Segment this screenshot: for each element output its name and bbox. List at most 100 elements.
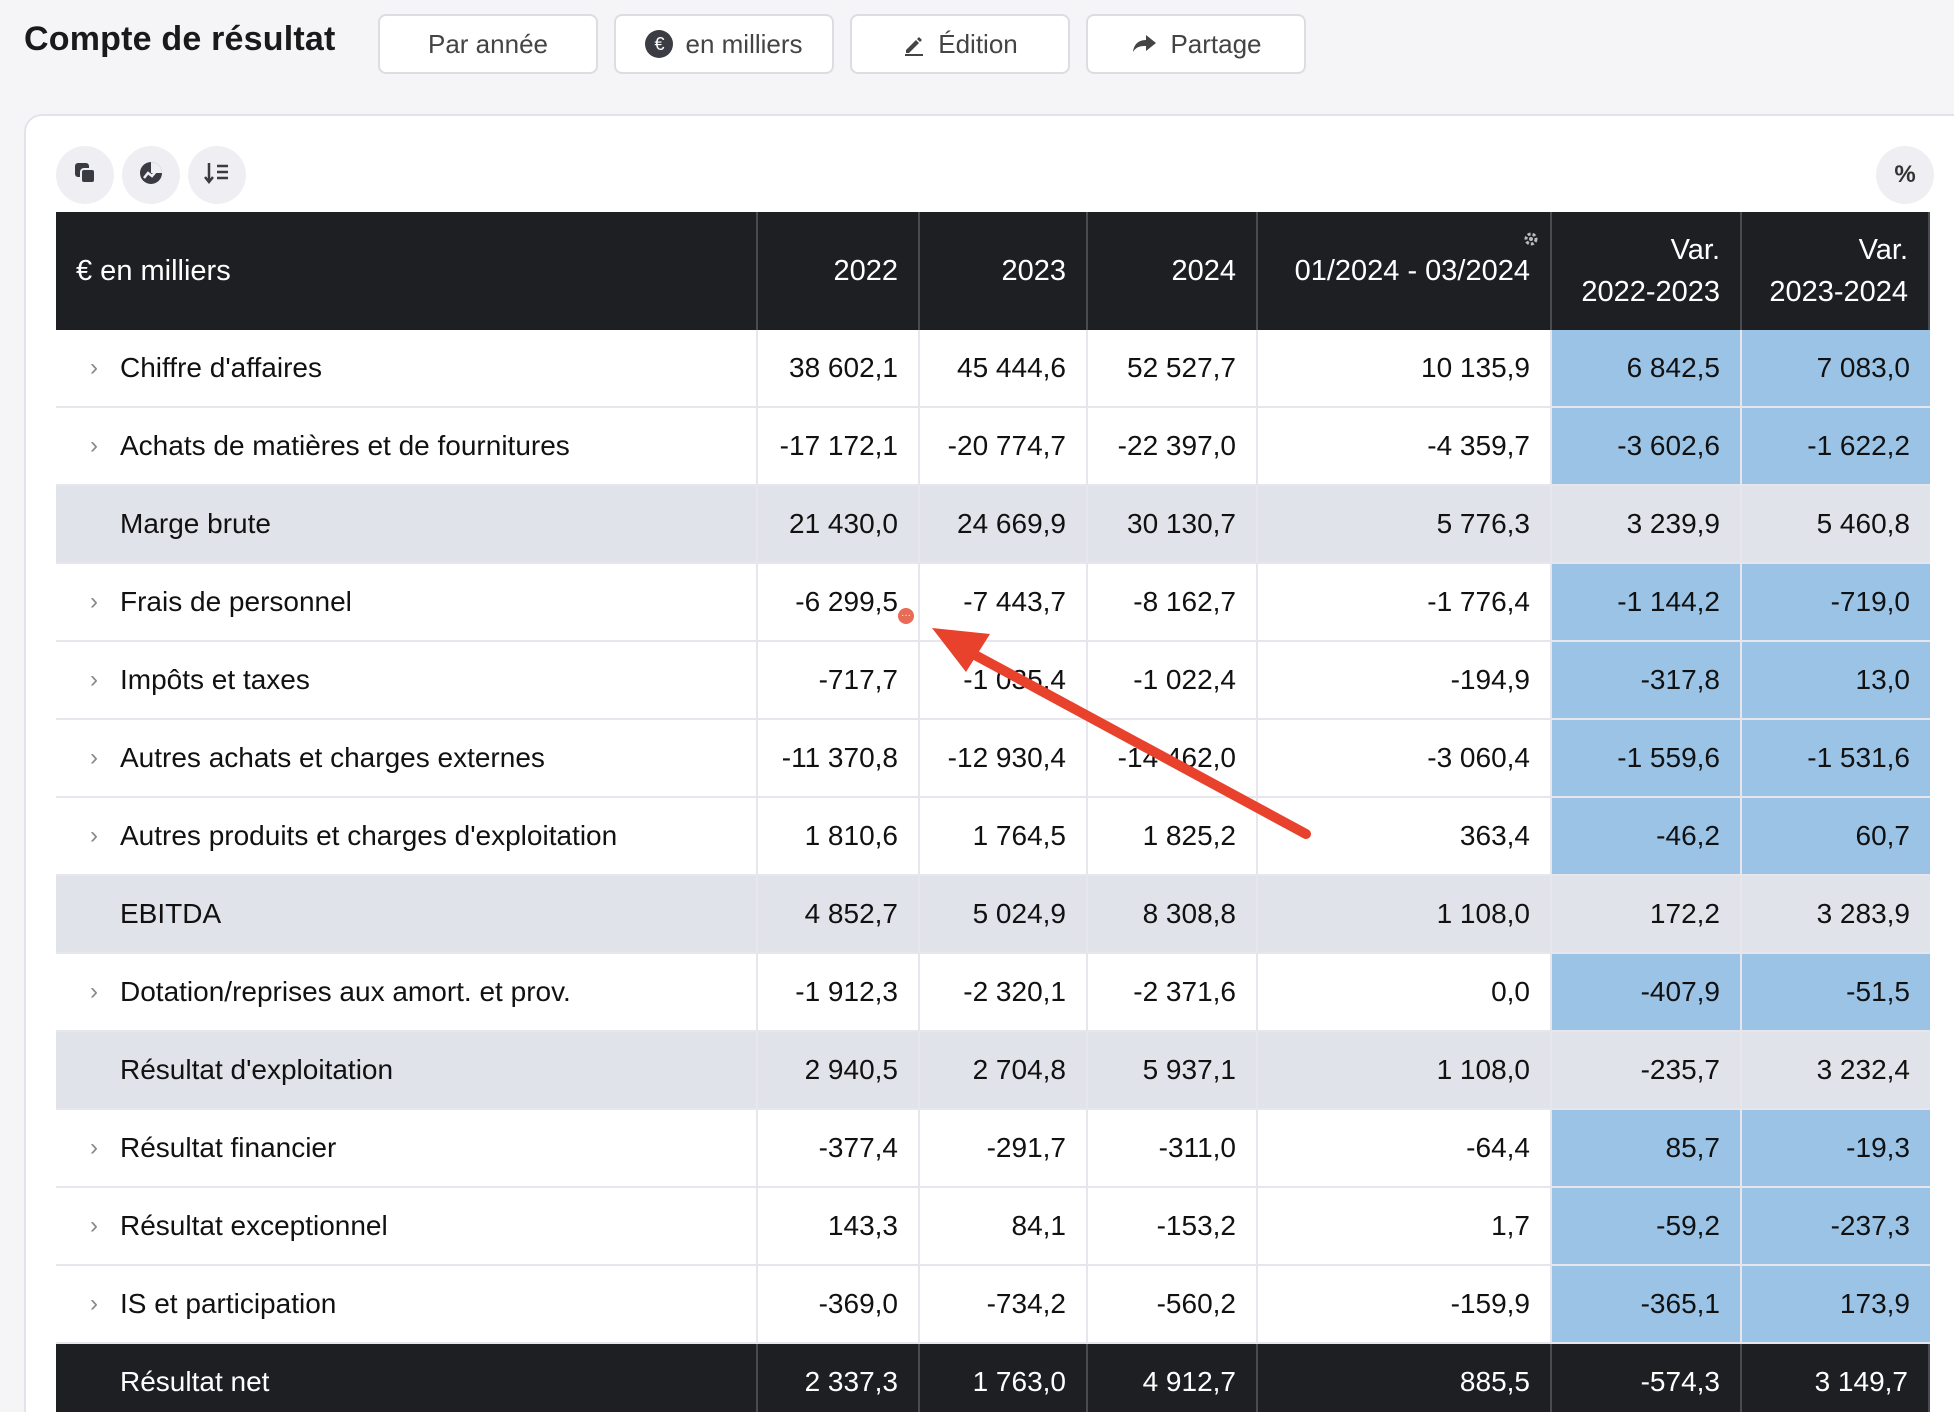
value-cell[interactable]: -1 776,4 bbox=[1258, 564, 1552, 640]
column-header-2024[interactable]: 2024 bbox=[1088, 212, 1258, 330]
value-cell[interactable]: -7 443,7 bbox=[920, 564, 1088, 640]
value-cell[interactable]: 1 764,5 bbox=[920, 798, 1088, 874]
chevron-right-icon[interactable]: › bbox=[90, 1212, 98, 1239]
value-cell[interactable]: 5 024,9 bbox=[920, 876, 1088, 952]
value-cell[interactable]: 4 912,7 bbox=[1088, 1344, 1258, 1412]
value-cell[interactable]: 885,5 bbox=[1258, 1344, 1552, 1412]
chevron-right-icon[interactable]: › bbox=[90, 588, 98, 615]
value-cell[interactable]: 30 130,7 bbox=[1088, 486, 1258, 562]
value-cell[interactable]: 1 108,0 bbox=[1258, 1032, 1552, 1108]
variance-cell[interactable]: -365,1 bbox=[1552, 1266, 1742, 1342]
value-cell[interactable]: 45 444,6 bbox=[920, 330, 1088, 406]
value-cell[interactable]: 10 135,9 bbox=[1258, 330, 1552, 406]
value-cell[interactable]: 2 337,3 bbox=[758, 1344, 920, 1412]
period-select-button[interactable]: Par année bbox=[378, 14, 598, 74]
value-cell[interactable]: 363,4 bbox=[1258, 798, 1552, 874]
value-cell[interactable]: 0,0 bbox=[1258, 954, 1552, 1030]
gear-icon[interactable] bbox=[1522, 218, 1540, 260]
value-cell[interactable]: -717,7 bbox=[758, 642, 920, 718]
value-cell[interactable]: -1 035,4 bbox=[920, 642, 1088, 718]
subtotal-row[interactable]: Marge brute 21 430,0 24 669,9 30 130,7 5 776… bbox=[56, 486, 1930, 564]
value-cell[interactable]: -8 162,7 bbox=[1088, 564, 1258, 640]
value-cell[interactable]: 1 763,0 bbox=[920, 1344, 1088, 1412]
value-cell[interactable]: 2 704,8 bbox=[920, 1032, 1088, 1108]
variance-cell[interactable]: -51,5 bbox=[1742, 954, 1930, 1030]
subtotal-row[interactable]: EBITDA 4 852,7 5 024,9 8 308,8 1 108,0 172,2 3… bbox=[56, 876, 1930, 954]
value-cell[interactable]: 1 810,6 bbox=[758, 798, 920, 874]
chevron-right-icon[interactable]: › bbox=[90, 822, 98, 849]
variance-cell[interactable]: -19,3 bbox=[1742, 1110, 1930, 1186]
chevron-right-icon[interactable]: › bbox=[90, 666, 98, 693]
variance-cell[interactable]: -3 602,6 bbox=[1552, 408, 1742, 484]
variance-cell[interactable]: 6 842,5 bbox=[1552, 330, 1742, 406]
value-cell[interactable]: -734,2 bbox=[920, 1266, 1088, 1342]
variance-cell[interactable]: 173,9 bbox=[1742, 1266, 1930, 1342]
variance-cell[interactable]: 85,7 bbox=[1552, 1110, 1742, 1186]
value-cell[interactable]: -6 299,5 bbox=[758, 564, 920, 640]
edit-button[interactable]: Édition bbox=[850, 14, 1070, 74]
variance-cell[interactable]: 60,7 bbox=[1742, 798, 1930, 874]
value-cell[interactable]: -11 370,8 bbox=[758, 720, 920, 796]
value-cell[interactable]: -64,4 bbox=[1258, 1110, 1552, 1186]
variance-cell[interactable]: -1 144,2 bbox=[1552, 564, 1742, 640]
value-cell[interactable]: -17 172,1 bbox=[758, 408, 920, 484]
net-result-row[interactable]: Résultat net 2 337,3 1 763,0 4 912,7 885,5 -5… bbox=[56, 1344, 1930, 1412]
variance-cell[interactable]: -59,2 bbox=[1552, 1188, 1742, 1264]
column-header-ytd[interactable]: 01/2024 - 03/2024 bbox=[1258, 212, 1552, 330]
table-row[interactable]: › Chiffre d'affaires 38 602,1 45 444,6 52 52… bbox=[56, 330, 1930, 408]
value-cell[interactable]: 143,3 bbox=[758, 1188, 920, 1264]
value-cell[interactable]: -3 060,4 bbox=[1258, 720, 1552, 796]
value-cell[interactable]: -2 371,6 bbox=[1088, 954, 1258, 1030]
chevron-right-icon[interactable]: › bbox=[90, 432, 98, 459]
value-cell[interactable]: -1 912,3 bbox=[758, 954, 920, 1030]
column-header-2023[interactable]: 2023 bbox=[920, 212, 1088, 330]
table-row[interactable]: › Dotation/reprises aux amort. et prov. -1… bbox=[56, 954, 1930, 1032]
value-cell[interactable]: -194,9 bbox=[1258, 642, 1552, 718]
variance-cell[interactable]: 3 283,9 bbox=[1742, 876, 1930, 952]
value-cell[interactable]: 1,7 bbox=[1258, 1188, 1552, 1264]
value-cell[interactable]: 1 825,2 bbox=[1088, 798, 1258, 874]
table-row[interactable]: › Achats de matières et de fournitures -17… bbox=[56, 408, 1930, 486]
copy-button[interactable] bbox=[56, 146, 114, 204]
value-cell[interactable]: -20 774,7 bbox=[920, 408, 1088, 484]
variance-cell[interactable]: -407,9 bbox=[1552, 954, 1742, 1030]
variance-cell[interactable]: 172,2 bbox=[1552, 876, 1742, 952]
variance-cell[interactable]: 13,0 bbox=[1742, 642, 1930, 718]
unit-select-button[interactable]: € en milliers bbox=[614, 14, 834, 74]
value-cell[interactable]: 2 940,5 bbox=[758, 1032, 920, 1108]
variance-cell[interactable]: 7 083,0 bbox=[1742, 330, 1930, 406]
variance-cell[interactable]: -235,7 bbox=[1552, 1032, 1742, 1108]
value-cell[interactable]: -377,4 bbox=[758, 1110, 920, 1186]
value-cell[interactable]: -2 320,1 bbox=[920, 954, 1088, 1030]
column-header-2022[interactable]: 2022 bbox=[758, 212, 920, 330]
chevron-right-icon[interactable]: › bbox=[90, 978, 98, 1005]
variance-cell[interactable]: 3 149,7 bbox=[1742, 1344, 1930, 1412]
comment-indicator-icon[interactable]: ··· bbox=[898, 608, 914, 624]
variance-cell[interactable]: 5 460,8 bbox=[1742, 486, 1930, 562]
value-cell[interactable]: 84,1 bbox=[920, 1188, 1088, 1264]
variance-cell[interactable]: -46,2 bbox=[1552, 798, 1742, 874]
value-cell[interactable]: 4 852,7 bbox=[758, 876, 920, 952]
variance-cell[interactable]: -574,3 bbox=[1552, 1344, 1742, 1412]
value-cell[interactable]: -291,7 bbox=[920, 1110, 1088, 1186]
variance-cell[interactable]: 3 239,9 bbox=[1552, 486, 1742, 562]
value-cell[interactable]: 38 602,1 bbox=[758, 330, 920, 406]
column-header-var-2022-2023[interactable]: Var. 2022-2023 bbox=[1552, 212, 1742, 330]
chevron-right-icon[interactable]: › bbox=[90, 1134, 98, 1161]
table-row[interactable]: › IS et participation -369,0 -734,2 -560,2 -1… bbox=[56, 1266, 1930, 1344]
value-cell[interactable]: -4 359,7 bbox=[1258, 408, 1552, 484]
value-cell[interactable]: -560,2 bbox=[1088, 1266, 1258, 1342]
table-row[interactable]: › Autres produits et charges d'exploitati… bbox=[56, 798, 1930, 876]
value-cell[interactable]: -14 462,0 bbox=[1088, 720, 1258, 796]
variance-cell[interactable]: -237,3 bbox=[1742, 1188, 1930, 1264]
chevron-right-icon[interactable]: › bbox=[90, 1290, 98, 1317]
percent-toggle-button[interactable]: % bbox=[1876, 146, 1934, 204]
share-button[interactable]: Partage bbox=[1086, 14, 1306, 74]
value-cell[interactable]: -369,0 bbox=[758, 1266, 920, 1342]
value-cell[interactable]: 21 430,0 bbox=[758, 486, 920, 562]
table-row[interactable]: › Résultat financier -377,4 -291,7 -311,0 -64… bbox=[56, 1110, 1930, 1188]
table-row[interactable]: › Frais de personnel -6 299,5 -7 443,7 -8 16… bbox=[56, 564, 1930, 642]
variance-cell[interactable]: -1 559,6 bbox=[1552, 720, 1742, 796]
variance-cell[interactable]: -317,8 bbox=[1552, 642, 1742, 718]
value-cell[interactable]: -22 397,0 bbox=[1088, 408, 1258, 484]
